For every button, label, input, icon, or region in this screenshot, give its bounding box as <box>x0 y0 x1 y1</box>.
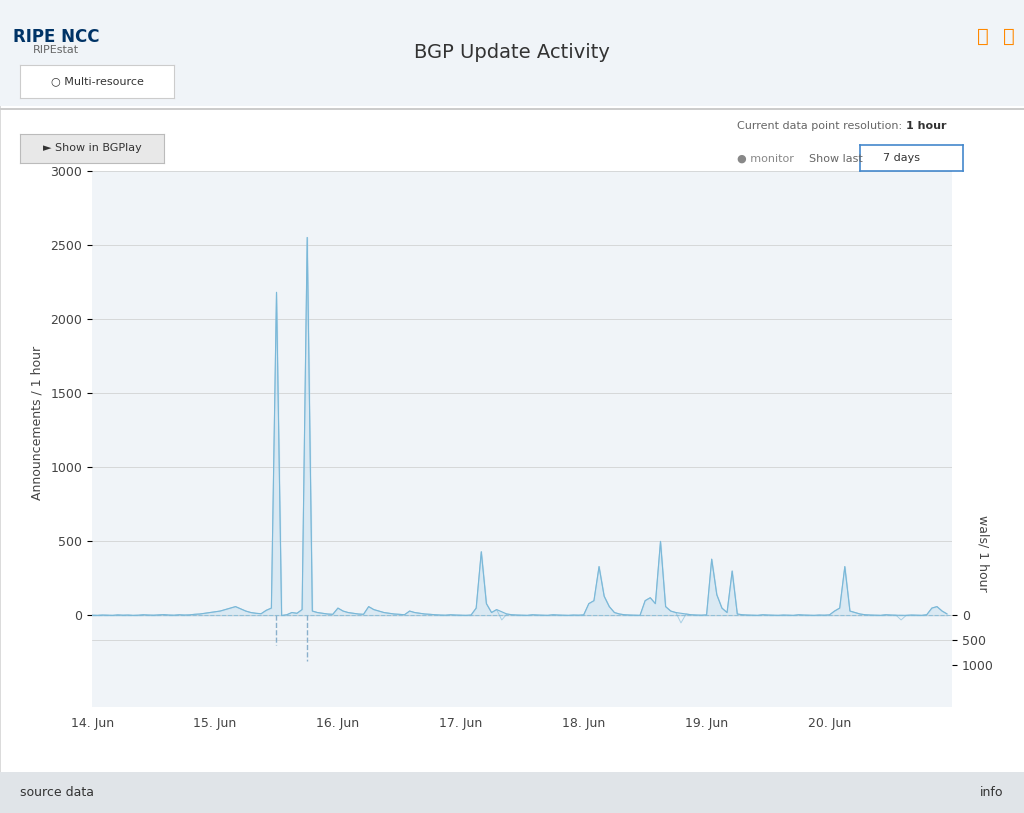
Text: RIPEstat: RIPEstat <box>33 46 80 55</box>
Text: info: info <box>980 786 1004 799</box>
Text: Current data point resolution:: Current data point resolution: <box>737 121 906 131</box>
Text: wals/ 1 hour: wals/ 1 hour <box>977 515 989 591</box>
Text: 💬: 💬 <box>977 27 989 46</box>
Text: source data: source data <box>20 786 94 799</box>
Text: ○ Multi-resource: ○ Multi-resource <box>51 76 143 86</box>
Y-axis label: Announcements / 1 hour: Announcements / 1 hour <box>31 346 44 500</box>
Text: Show last: Show last <box>809 154 862 163</box>
Text: 1 hour: 1 hour <box>906 121 947 131</box>
Text: ► Show in BGPlay: ► Show in BGPlay <box>43 143 141 154</box>
Text: ● monitor: ● monitor <box>737 154 795 163</box>
Text: RIPE NCC: RIPE NCC <box>13 28 99 46</box>
Text: ⤡: ⤡ <box>1002 27 1015 46</box>
Text: BGP Update Activity: BGP Update Activity <box>414 43 610 63</box>
Text: 7 days: 7 days <box>883 153 920 163</box>
